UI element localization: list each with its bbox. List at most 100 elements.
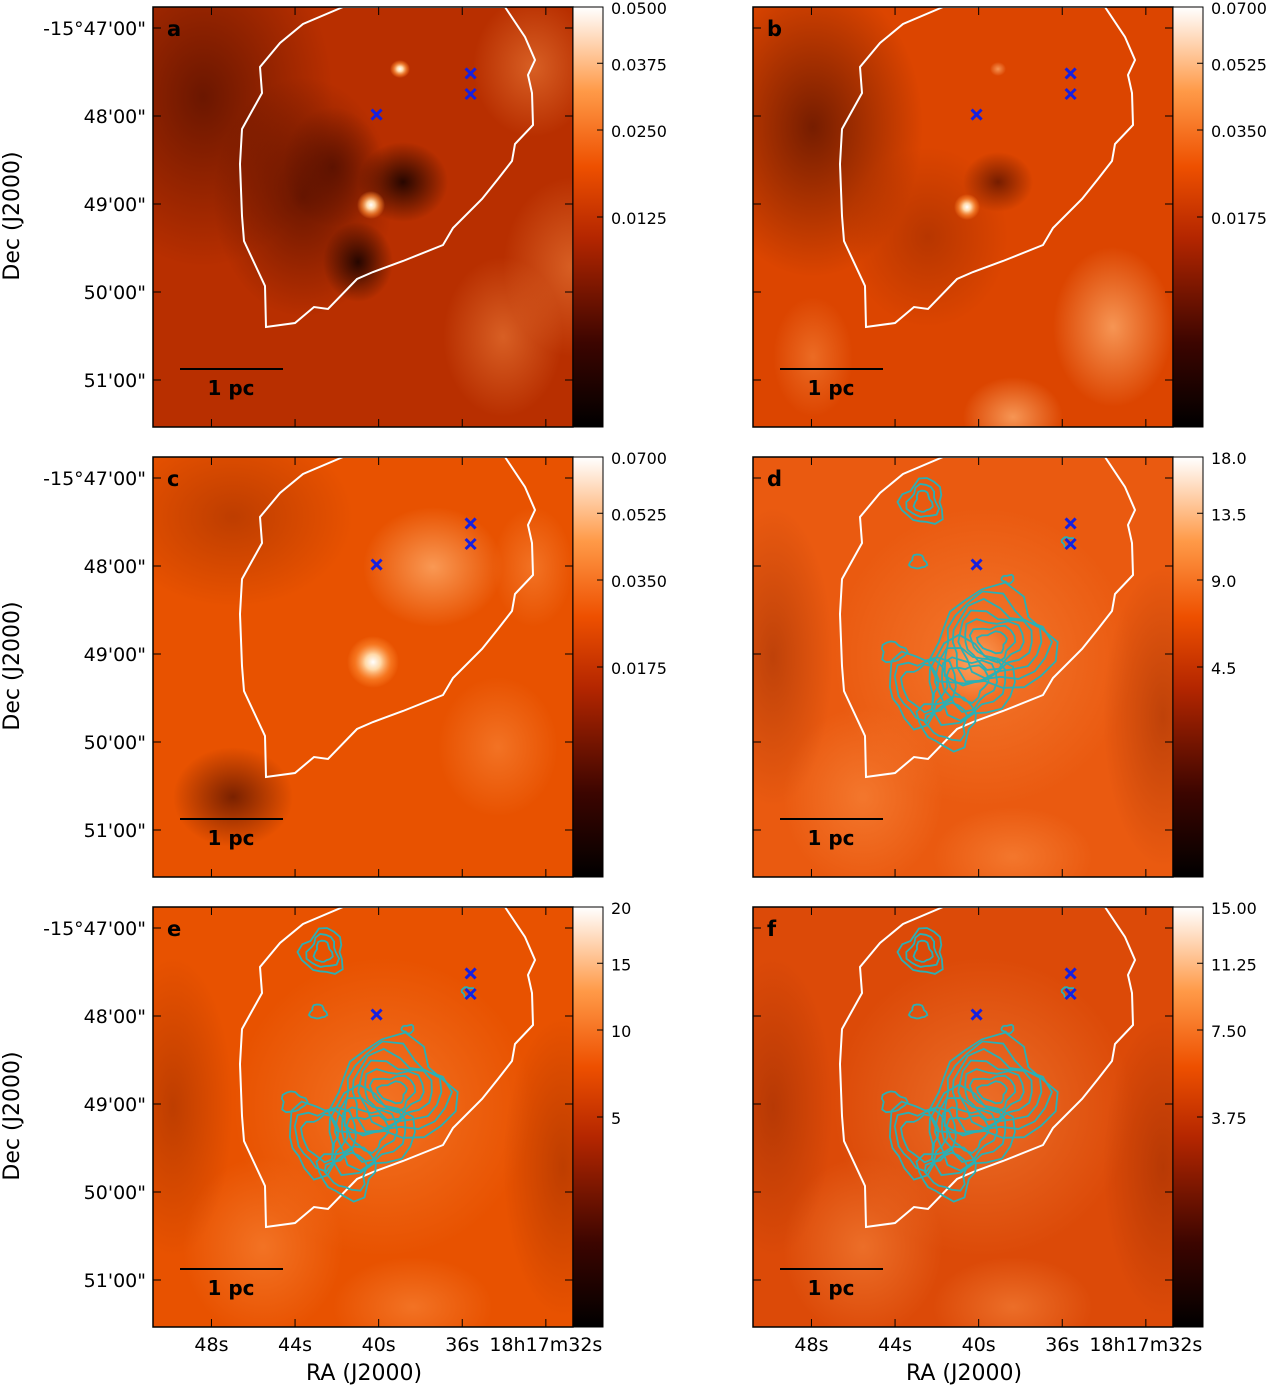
contour-line xyxy=(951,597,1043,683)
contour-line xyxy=(312,939,334,963)
emission xyxy=(333,1257,493,1327)
contour-set xyxy=(880,927,1076,1203)
contour-line xyxy=(343,1040,453,1137)
contour-line xyxy=(964,1068,1025,1121)
contour-line xyxy=(923,701,969,742)
scale-bar: 1 pc xyxy=(180,1268,283,1300)
y-axis-label: Dec (J2000) xyxy=(0,601,25,730)
dec-tick-label: 48'00" xyxy=(84,1006,146,1028)
contour-line xyxy=(400,1023,415,1035)
colorbar: 15.00 11.25 7.50 3.75 xyxy=(1172,899,1257,1328)
emission xyxy=(773,297,853,417)
colorbar-tick-label: 0.0375 xyxy=(611,55,667,74)
emission xyxy=(783,1157,943,1327)
colorbar-tick-label: 4.5 xyxy=(1211,659,1236,678)
source-marker xyxy=(464,67,477,80)
map-image xyxy=(753,457,1173,877)
dec-tick-label: 51'00" xyxy=(84,1270,146,1292)
dark-cloud xyxy=(153,457,353,607)
dec-tick-label: 51'00" xyxy=(84,370,146,392)
contour-line xyxy=(945,1114,990,1155)
panel-label: d xyxy=(767,467,782,491)
contour-line xyxy=(957,609,1033,680)
contour-set xyxy=(280,927,476,1203)
contour-line xyxy=(327,1031,459,1139)
scale-bar: 1 pc xyxy=(180,818,283,850)
region-outline xyxy=(838,907,1137,1229)
axis-ticks xyxy=(753,7,1173,427)
colorbar: 18.0 13.5 9.0 4.5 xyxy=(1172,449,1247,878)
dec-tick-label: 48'00" xyxy=(84,106,146,128)
emission xyxy=(473,7,573,137)
source-marker xyxy=(464,987,477,1001)
colorbar-tick-label: 15 xyxy=(611,955,631,974)
contour-line xyxy=(945,664,990,705)
panel-f: 1 pc f 48s 44s 40s 36s 18h17m32s 15.00 11.25 7.50… xyxy=(752,899,1257,1356)
contour-line xyxy=(328,1083,416,1177)
source-marker xyxy=(464,967,477,980)
source-marker xyxy=(1064,517,1077,530)
y-axis-label: Dec (J2000) xyxy=(0,151,25,280)
dark-cloud xyxy=(1103,1017,1173,1317)
panel-b: 1 pc b 0.0700 0.0525 0.0350 0.0175 xyxy=(752,0,1267,428)
map-image xyxy=(753,907,1173,1327)
colorbar-tick-label: 13.5 xyxy=(1211,505,1247,524)
contour-line xyxy=(927,581,1059,689)
source-marker xyxy=(370,1008,383,1021)
source-marker xyxy=(970,558,983,571)
map-image xyxy=(153,7,573,427)
scale-bar: 1 pc xyxy=(780,368,883,400)
dec-tick-label: 49'00" xyxy=(84,194,146,216)
colorbar-tick-label: 0.0700 xyxy=(1211,0,1267,18)
source-marker xyxy=(1064,87,1077,101)
colorbar-tick-label: 20 xyxy=(611,899,631,918)
contour-line xyxy=(933,1097,1007,1172)
colorbar-tick-label: 0.0175 xyxy=(611,659,667,678)
point-source xyxy=(347,636,399,688)
emission xyxy=(1053,247,1173,407)
contour-line xyxy=(305,933,340,968)
colorbar-tick-label: 18.0 xyxy=(1211,449,1247,468)
contour-line xyxy=(907,1003,929,1020)
dec-tick-label: -15°47'00" xyxy=(43,918,146,940)
colorbar-tick-label: 0.0125 xyxy=(611,209,667,228)
axis-ticks xyxy=(153,457,573,877)
emission xyxy=(933,807,1093,877)
colorbar-tick-label: 11.25 xyxy=(1211,955,1257,974)
colorbar-tick-label: 5 xyxy=(611,1109,621,1128)
contour-line xyxy=(923,1151,969,1192)
source-marker xyxy=(370,108,383,121)
source-marker xyxy=(1064,67,1077,80)
colorbar-tick-label: 0.0350 xyxy=(1211,122,1267,141)
region-outline xyxy=(238,7,537,329)
dec-tick-label: 49'00" xyxy=(84,1094,146,1116)
scale-bar-label: 1 pc xyxy=(207,376,254,400)
emission xyxy=(783,707,943,877)
dark-cloud xyxy=(283,107,383,227)
contour-line xyxy=(928,633,1016,727)
dark-cloud xyxy=(753,957,833,1257)
source-marker xyxy=(1064,987,1077,1001)
source-marker xyxy=(970,1008,983,1021)
dark-cloud xyxy=(753,507,833,807)
colorbar-tick-label: 7.50 xyxy=(1211,1022,1247,1041)
dec-tick-label: -15°47'00" xyxy=(43,18,146,40)
colorbar: 0.0700 0.0525 0.0350 0.0175 xyxy=(572,449,667,878)
contour-line xyxy=(905,933,940,968)
axis-ticks xyxy=(753,907,1173,1327)
map-image xyxy=(153,457,573,877)
region-outline xyxy=(838,457,1137,779)
ra-tick-label: 18h17m32s xyxy=(1089,1334,1202,1356)
dec-tick-label: -15°47'00" xyxy=(43,468,146,490)
panel-a: 1 pc a -15°47'00" 48'00" 49'00" 50'00" 51'00" 0… xyxy=(43,0,667,428)
contour-line xyxy=(907,553,929,570)
emission xyxy=(363,507,503,627)
colorbar-tick-label: 0.0500 xyxy=(611,0,667,18)
contour-line xyxy=(1000,1023,1015,1035)
dark-cloud xyxy=(503,1017,573,1317)
contour-line xyxy=(300,1113,340,1164)
emission xyxy=(933,1257,1093,1327)
ra-tick-label: 40s xyxy=(962,1334,996,1356)
contour-line xyxy=(927,1031,1059,1139)
